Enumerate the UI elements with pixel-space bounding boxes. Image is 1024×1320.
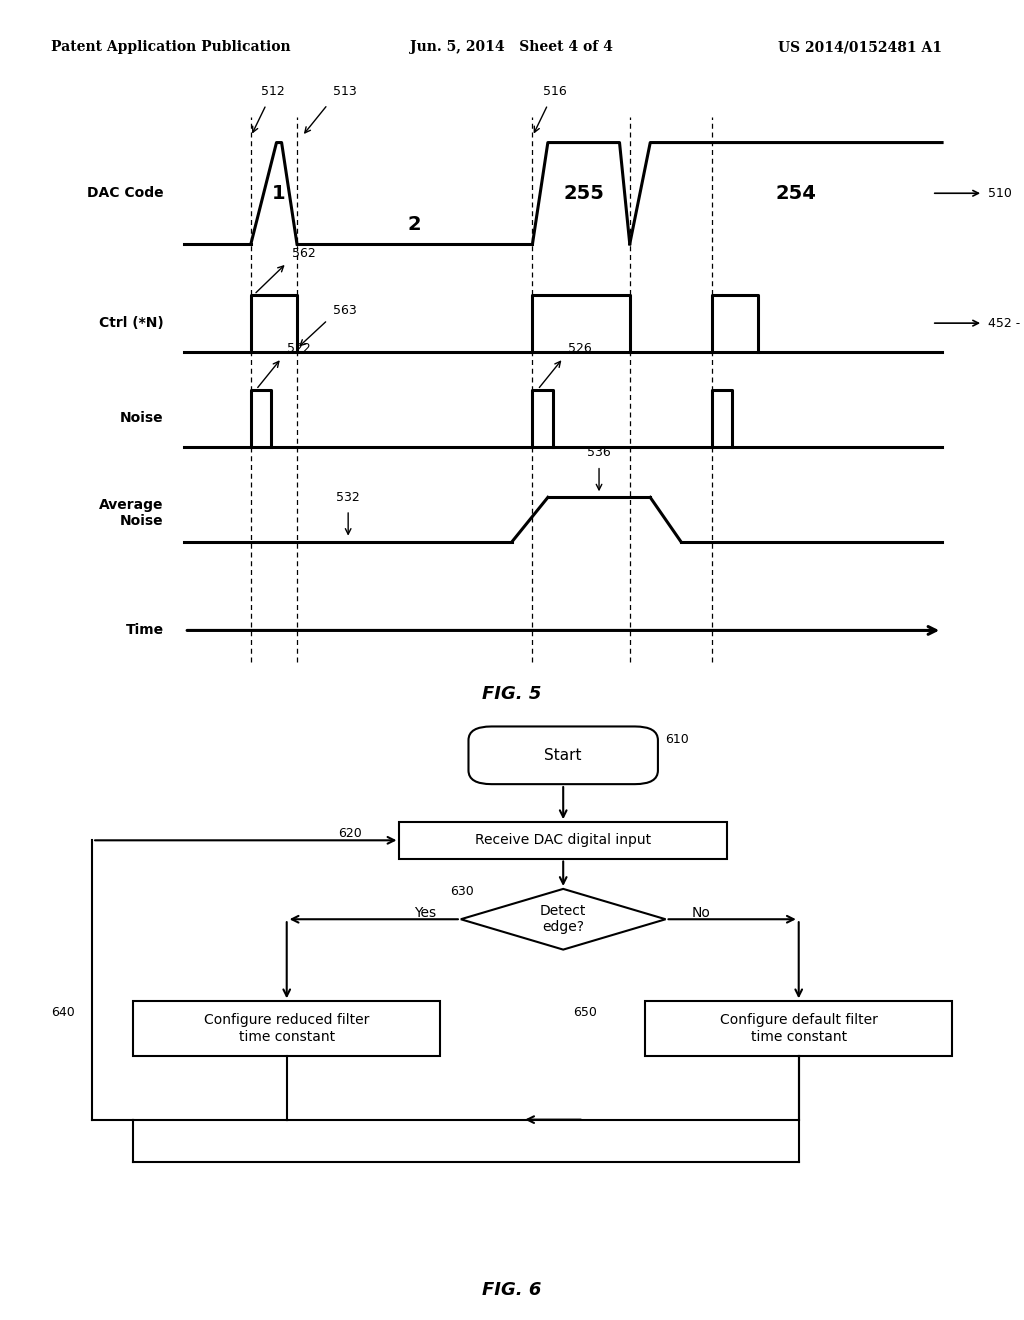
Text: 516: 516 xyxy=(543,86,566,98)
Text: Configure default filter
time constant: Configure default filter time constant xyxy=(720,1014,878,1044)
Text: Start: Start xyxy=(545,748,582,763)
Text: Average
Noise: Average Noise xyxy=(99,498,164,528)
Text: 2: 2 xyxy=(408,215,422,235)
Text: 532: 532 xyxy=(336,491,360,504)
FancyBboxPatch shape xyxy=(469,726,657,784)
Text: 562: 562 xyxy=(292,247,315,260)
Text: Patent Application Publication: Patent Application Publication xyxy=(51,40,291,54)
Text: 610: 610 xyxy=(666,733,689,746)
Text: 526: 526 xyxy=(568,342,592,355)
Bar xyxy=(645,1001,952,1056)
Text: 650: 650 xyxy=(573,1006,597,1019)
Text: Yes: Yes xyxy=(414,906,436,920)
Text: Time: Time xyxy=(126,623,164,638)
Text: FIG. 6: FIG. 6 xyxy=(482,1280,542,1299)
Text: Jun. 5, 2014   Sheet 4 of 4: Jun. 5, 2014 Sheet 4 of 4 xyxy=(410,40,612,54)
Text: 640: 640 xyxy=(51,1006,75,1019)
Text: 1: 1 xyxy=(272,183,286,203)
Text: DAC Code: DAC Code xyxy=(87,186,164,201)
Text: 522: 522 xyxy=(287,342,310,355)
Text: Configure reduced filter
time constant: Configure reduced filter time constant xyxy=(204,1014,370,1044)
Polygon shape xyxy=(461,888,666,949)
Text: 536: 536 xyxy=(587,446,611,459)
Bar xyxy=(133,1001,440,1056)
Bar xyxy=(399,822,727,858)
Text: 563: 563 xyxy=(333,304,356,317)
Text: 254: 254 xyxy=(776,183,816,203)
Text: Ctrl (*N): Ctrl (*N) xyxy=(99,315,164,330)
Text: FIG. 5: FIG. 5 xyxy=(482,685,542,702)
Text: 510: 510 xyxy=(988,186,1012,199)
Text: Detect
edge?: Detect edge? xyxy=(540,904,587,935)
Text: US 2014/0152481 A1: US 2014/0152481 A1 xyxy=(778,40,942,54)
Text: 512: 512 xyxy=(261,86,285,98)
Text: Noise: Noise xyxy=(120,411,164,425)
Text: 620: 620 xyxy=(338,828,361,841)
Text: 513: 513 xyxy=(333,86,356,98)
Text: Receive DAC digital input: Receive DAC digital input xyxy=(475,833,651,847)
Text: 452 - 456: 452 - 456 xyxy=(988,317,1024,330)
Text: 255: 255 xyxy=(563,183,604,203)
Text: No: No xyxy=(692,906,711,920)
Text: 630: 630 xyxy=(451,884,474,898)
